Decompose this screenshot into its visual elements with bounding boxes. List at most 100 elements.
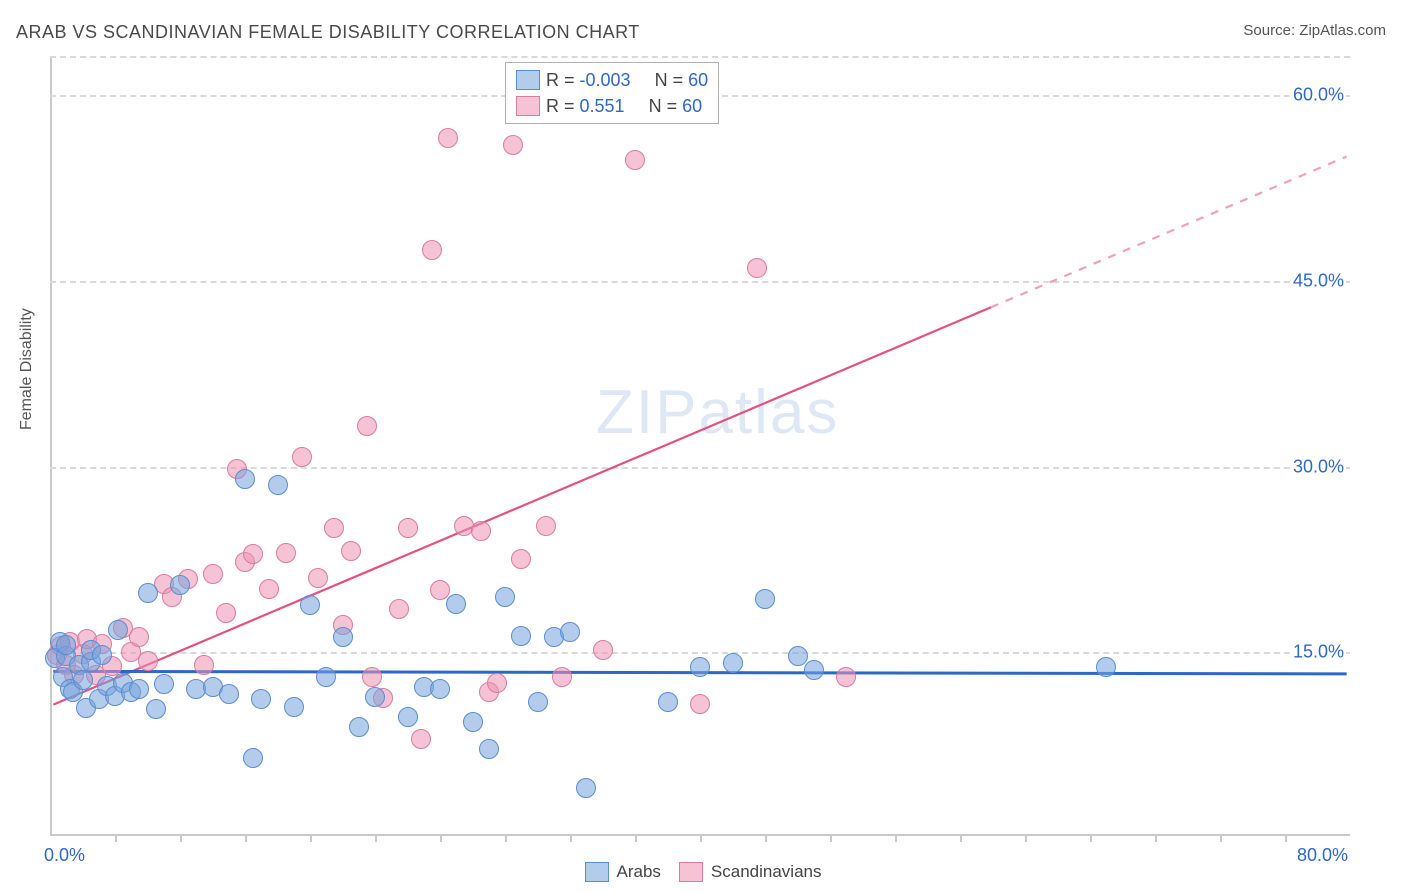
- point-scandinavian: [511, 549, 531, 569]
- point-arab: [560, 622, 580, 642]
- point-arab: [333, 627, 353, 647]
- point-scandinavian: [308, 568, 328, 588]
- point-scandinavian: [747, 258, 767, 278]
- legend-swatch-icon: [679, 862, 703, 882]
- point-scandinavian: [362, 667, 382, 687]
- x-tick: [635, 834, 637, 842]
- point-arab: [73, 670, 93, 690]
- regression-lines: [50, 58, 1350, 834]
- point-scandinavian: [503, 135, 523, 155]
- point-arab: [154, 674, 174, 694]
- point-arab: [349, 717, 369, 737]
- correlation-row: R = 0.551N = 60: [516, 93, 708, 119]
- point-scandinavian: [292, 447, 312, 467]
- point-arab: [755, 589, 775, 609]
- point-scandinavian: [138, 651, 158, 671]
- point-arab: [146, 699, 166, 719]
- point-scandinavian: [216, 603, 236, 623]
- point-arab: [430, 679, 450, 699]
- source-value: ZipAtlas.com: [1299, 22, 1386, 39]
- point-arab: [316, 667, 336, 687]
- x-tick: [505, 834, 507, 842]
- point-arab: [511, 626, 531, 646]
- point-arab: [463, 712, 483, 732]
- y-tick-label: 45.0%: [1291, 270, 1346, 291]
- x-tick: [245, 834, 247, 842]
- legend-item: Scandinavians: [679, 862, 822, 882]
- x-tick: [440, 834, 442, 842]
- series-legend: Arabs Scandinavians: [0, 862, 1406, 882]
- point-arab: [219, 684, 239, 704]
- point-scandinavian: [243, 544, 263, 564]
- point-arab: [300, 595, 320, 615]
- chart-title: ARAB VS SCANDINAVIAN FEMALE DISABILITY C…: [16, 22, 640, 43]
- point-arab: [243, 748, 263, 768]
- point-arab: [138, 583, 158, 603]
- point-scandinavian: [471, 521, 491, 541]
- x-tick: [830, 834, 832, 842]
- x-tick: [570, 834, 572, 842]
- chart-plot-area: 15.0%30.0%45.0%60.0% ZIPatlas R = -0.003…: [50, 56, 1350, 836]
- x-tick: [960, 834, 962, 842]
- point-arab: [365, 687, 385, 707]
- point-arab: [251, 689, 271, 709]
- point-scandinavian: [129, 627, 149, 647]
- point-arab: [129, 679, 149, 699]
- point-scandinavian: [836, 667, 856, 687]
- point-scandinavian: [593, 640, 613, 660]
- source-attribution: Source: ZipAtlas.com: [1243, 22, 1386, 39]
- y-tick-label: 15.0%: [1291, 642, 1346, 663]
- point-arab: [495, 587, 515, 607]
- legend-label: Arabs: [617, 862, 661, 882]
- y-axis-line: [50, 58, 52, 834]
- point-arab: [804, 660, 824, 680]
- x-tick: [1155, 834, 1157, 842]
- source-label: Source:: [1243, 22, 1295, 39]
- x-tick: [1285, 834, 1287, 842]
- point-arab: [235, 469, 255, 489]
- point-arab: [576, 778, 596, 798]
- x-tick: [1220, 834, 1222, 842]
- x-tick: [375, 834, 377, 842]
- y-axis-label: Female Disability: [18, 308, 36, 430]
- gridline: [50, 281, 1350, 283]
- point-scandinavian: [625, 150, 645, 170]
- watermark-text: ZIPatlas: [596, 377, 839, 448]
- point-scandinavian: [411, 729, 431, 749]
- point-arab: [170, 575, 190, 595]
- x-tick: [765, 834, 767, 842]
- point-arab: [528, 692, 548, 712]
- point-scandinavian: [259, 579, 279, 599]
- point-arab: [1096, 657, 1116, 677]
- point-arab: [108, 620, 128, 640]
- x-tick: [1025, 834, 1027, 842]
- point-scandinavian: [536, 516, 556, 536]
- point-arab: [92, 645, 112, 665]
- legend-label: Scandinavians: [711, 862, 822, 882]
- point-scandinavian: [324, 518, 344, 538]
- point-scandinavian: [487, 673, 507, 693]
- x-tick: [895, 834, 897, 842]
- point-scandinavian: [341, 541, 361, 561]
- legend-item: Arabs: [585, 862, 661, 882]
- correlation-legend-box: R = -0.003N = 60R = 0.551N = 60: [505, 62, 719, 124]
- point-arab: [268, 475, 288, 495]
- correlation-row: R = -0.003N = 60: [516, 67, 708, 93]
- legend-swatch-icon: [516, 96, 540, 116]
- x-tick: [115, 834, 117, 842]
- legend-swatch-icon: [516, 70, 540, 90]
- point-scandinavian: [690, 694, 710, 714]
- point-scandinavian: [194, 655, 214, 675]
- x-tick: [310, 834, 312, 842]
- point-arab: [479, 739, 499, 759]
- point-arab: [690, 657, 710, 677]
- point-scandinavian: [398, 518, 418, 538]
- point-scandinavian: [389, 599, 409, 619]
- gridline: [50, 652, 1350, 654]
- point-arab: [658, 692, 678, 712]
- point-arab: [446, 594, 466, 614]
- point-scandinavian: [203, 564, 223, 584]
- point-arab: [723, 653, 743, 673]
- point-scandinavian: [357, 416, 377, 436]
- x-tick: [1090, 834, 1092, 842]
